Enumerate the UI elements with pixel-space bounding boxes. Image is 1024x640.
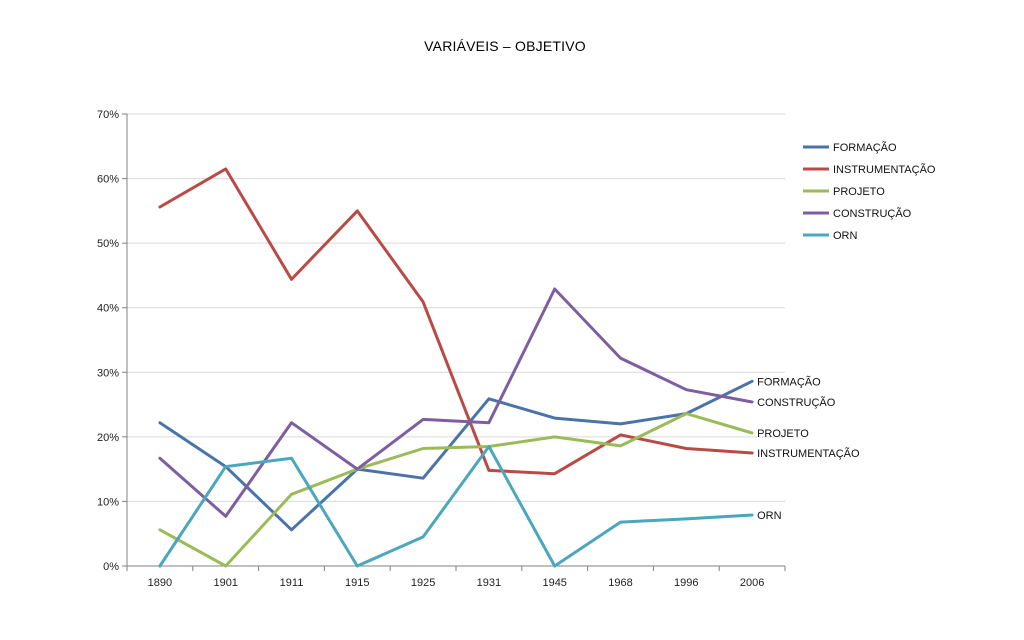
legend-label: CONSTRUÇÃO [833, 207, 912, 220]
legend-label: ORN [833, 230, 858, 242]
series-lines [158, 167, 754, 568]
x-tick-label: 2006 [740, 577, 764, 589]
series-end-label: FORMAÇÃO [757, 375, 821, 388]
x-tick-label: 1890 [148, 577, 172, 589]
series-line [158, 167, 754, 476]
x-tick-label: 1945 [542, 577, 566, 589]
end-labels: FORMAÇÃO INSTRUMENTAÇÃO PROJETO CONSTRUÇÃO O… [757, 375, 860, 522]
legend-label: PROJETO [833, 186, 885, 198]
grid-lines [127, 113, 785, 502]
x-tick-label: 1925 [411, 577, 435, 589]
y-tick-label: 0% [103, 561, 119, 573]
x-tick-label: 1911 [280, 577, 304, 589]
series-line [158, 379, 754, 532]
x-tick-label: 1931 [477, 577, 501, 589]
y-tick-label: 20% [97, 432, 119, 444]
series-end-label: CONSTRUÇÃO [757, 396, 836, 409]
x-tick-label: 1915 [345, 577, 369, 589]
y-tick-label: 60% [97, 174, 119, 186]
legend-label: INSTRUMENTAÇÃO [833, 163, 936, 176]
series-end-label: INSTRUMENTAÇÃO [757, 447, 860, 460]
x-tick-label: 1968 [608, 577, 632, 589]
y-tick-label: 40% [97, 303, 119, 315]
chart-title: VARIÁVEIS – OBJETIVO [424, 38, 586, 54]
legend-label: FORMAÇÃO [833, 141, 897, 154]
x-tick-label: 1901 [213, 577, 237, 589]
series-line [158, 287, 754, 518]
y-tick-label: 10% [97, 496, 119, 508]
x-tick-label: 1996 [674, 577, 698, 589]
y-tick-label: 30% [97, 367, 119, 379]
legend: FORMAÇÃO INSTRUMENTAÇÃO PROJETO CONSTRUÇÃO O… [803, 141, 936, 242]
axes: 0% 10% 20% 30% 40% 50% 60% 70% 1890 1901 1911 1915 1… [97, 109, 786, 589]
y-tick-label: 50% [97, 238, 119, 250]
series-line [158, 412, 754, 568]
series-end-label: PROJETO [757, 428, 809, 440]
series-line [158, 445, 754, 568]
series-end-label: ORN [757, 510, 782, 522]
y-tick-label: 70% [97, 109, 119, 121]
